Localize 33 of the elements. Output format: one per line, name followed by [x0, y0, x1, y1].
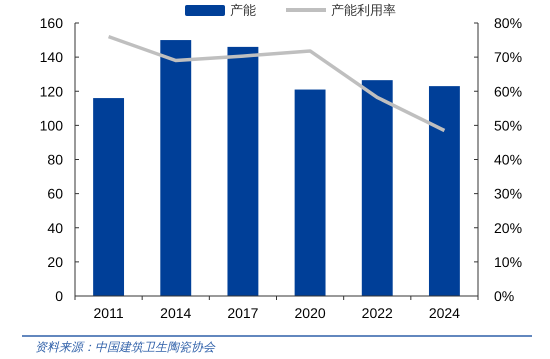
y-tick-label: 0: [55, 288, 64, 304]
y2-tick-label: 30%: [494, 186, 522, 202]
bar: [93, 98, 124, 296]
y-tick-label: 160: [40, 15, 64, 31]
y-tick-label: 20: [47, 254, 64, 270]
y2-tick-label: 10%: [494, 254, 522, 270]
y-tick-label: 80: [47, 152, 64, 168]
y-tick-label: 60: [47, 186, 64, 202]
y2-tick-label: 20%: [494, 220, 522, 236]
bar: [160, 40, 192, 296]
y-tick-label: 40: [47, 220, 64, 236]
bar: [428, 86, 460, 296]
y2-tick-label: 70%: [494, 49, 522, 66]
legend-label: 产能: [230, 2, 256, 18]
bar: [227, 46, 258, 296]
y-tick-label: 140: [40, 49, 64, 66]
x-tick-label: 2017: [227, 305, 259, 321]
bar: [362, 80, 393, 296]
x-tick-label: 2011: [94, 305, 124, 321]
x-tick-label: 2024: [428, 305, 460, 321]
x-tick-label: 2014: [160, 305, 192, 321]
y2-tick-label: 50%: [494, 117, 522, 134]
y-tick-label: 120: [40, 83, 64, 100]
text: 资料来源：中国建筑卫生陶瓷协会: [35, 340, 216, 354]
y2-tick-label: 40%: [494, 152, 522, 168]
x-tick-label: 2020: [294, 305, 326, 321]
y2-tick-label: 60%: [494, 83, 522, 100]
legend-label: 产能利用率: [331, 2, 396, 18]
y2-tick-label: 80%: [494, 15, 522, 31]
y2-tick-label: 0%: [494, 288, 514, 304]
y-tick-label: 100: [40, 117, 64, 134]
bar: [294, 90, 326, 296]
x-tick-label: 2022: [362, 305, 394, 321]
